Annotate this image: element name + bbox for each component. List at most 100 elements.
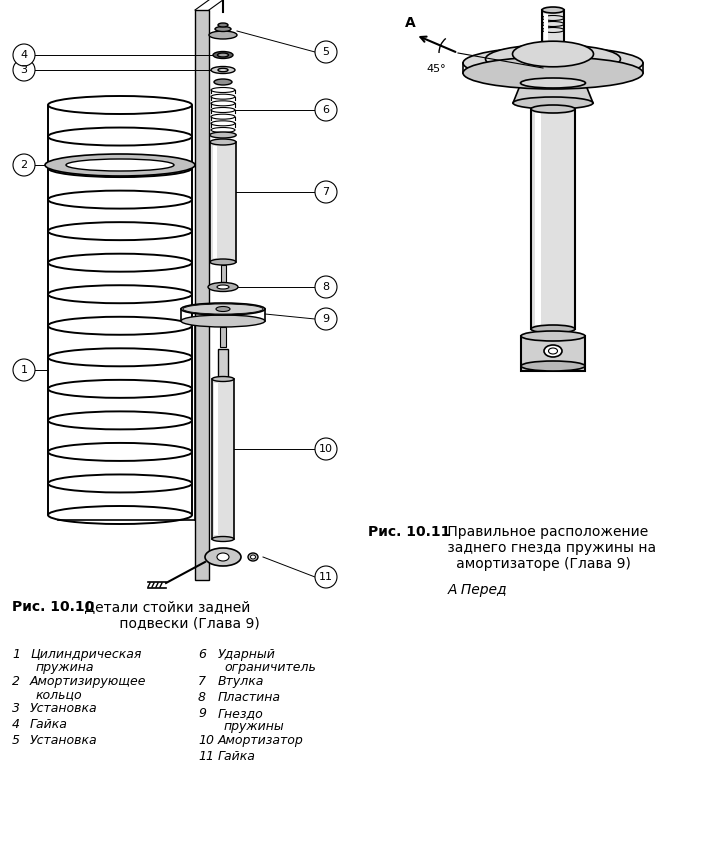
Circle shape — [13, 154, 35, 176]
Bar — [218, 349, 228, 379]
Text: 7: 7 — [323, 187, 330, 197]
Ellipse shape — [521, 361, 585, 371]
Ellipse shape — [209, 31, 237, 39]
Ellipse shape — [513, 41, 593, 67]
Text: 5: 5 — [323, 47, 330, 57]
Text: Ударный: Ударный — [218, 648, 276, 661]
Ellipse shape — [531, 105, 575, 113]
Ellipse shape — [210, 139, 236, 145]
Ellipse shape — [208, 283, 238, 291]
Ellipse shape — [463, 47, 643, 79]
Ellipse shape — [210, 132, 236, 138]
Circle shape — [315, 308, 337, 330]
Text: 10: 10 — [319, 444, 333, 454]
Text: 9: 9 — [198, 707, 206, 720]
Ellipse shape — [205, 548, 241, 566]
Ellipse shape — [549, 348, 557, 354]
Text: 9: 9 — [323, 314, 330, 324]
Ellipse shape — [181, 303, 265, 315]
Ellipse shape — [217, 553, 229, 561]
Ellipse shape — [251, 555, 256, 559]
Text: 5: 5 — [12, 734, 20, 747]
Text: 3: 3 — [12, 702, 20, 715]
Ellipse shape — [542, 7, 564, 13]
Ellipse shape — [217, 285, 229, 289]
Circle shape — [315, 41, 337, 63]
Text: 4: 4 — [12, 718, 20, 731]
Text: 2: 2 — [12, 675, 20, 688]
Circle shape — [315, 181, 337, 203]
Ellipse shape — [485, 45, 621, 73]
Text: 11: 11 — [319, 572, 333, 582]
Ellipse shape — [214, 79, 232, 85]
Text: А Перед: А Перед — [448, 583, 508, 597]
Text: 1: 1 — [20, 365, 27, 375]
Bar — [213, 146, 217, 258]
Text: Амортизатор: Амортизатор — [218, 734, 304, 747]
Text: 3: 3 — [20, 65, 27, 75]
Text: 10: 10 — [198, 734, 214, 747]
Text: Гнездо: Гнездо — [218, 707, 264, 720]
Bar — [214, 383, 218, 535]
Ellipse shape — [217, 53, 228, 57]
Ellipse shape — [248, 553, 258, 561]
Bar — [535, 113, 541, 325]
Bar — [212, 379, 234, 539]
Text: Рис. 10.10: Рис. 10.10 — [12, 600, 94, 614]
Text: Установка: Установка — [30, 734, 98, 747]
Text: Установка: Установка — [30, 702, 98, 715]
Circle shape — [13, 44, 35, 66]
Text: ограничитель: ограничитель — [224, 661, 316, 674]
Text: 7: 7 — [198, 675, 206, 688]
Text: Рис. 10.11: Рис. 10.11 — [368, 525, 451, 539]
Bar — [221, 265, 226, 283]
Text: 6: 6 — [198, 648, 206, 661]
Bar — [542, 10, 564, 60]
Ellipse shape — [66, 159, 174, 171]
Bar — [220, 327, 226, 347]
Ellipse shape — [213, 51, 233, 58]
Text: 45°: 45° — [426, 64, 446, 74]
Circle shape — [315, 99, 337, 121]
Ellipse shape — [215, 26, 231, 31]
Text: 8: 8 — [198, 691, 206, 704]
Text: A: A — [405, 16, 416, 30]
Ellipse shape — [521, 78, 585, 88]
Text: 4: 4 — [20, 50, 27, 60]
Text: Гайка: Гайка — [218, 750, 256, 763]
Text: пружины: пружины — [224, 720, 284, 733]
Text: Детали стойки задней
         подвески (Глава 9): Детали стойки задней подвески (Глава 9) — [80, 600, 260, 630]
Ellipse shape — [521, 331, 585, 341]
Ellipse shape — [218, 68, 228, 72]
Ellipse shape — [181, 315, 265, 327]
Text: 11: 11 — [198, 750, 214, 763]
Ellipse shape — [216, 306, 230, 311]
Text: Цилиндрическая: Цилиндрическая — [30, 648, 141, 661]
Circle shape — [315, 438, 337, 460]
Ellipse shape — [463, 57, 643, 89]
Text: 2: 2 — [20, 160, 27, 170]
Text: 6: 6 — [323, 105, 330, 115]
Ellipse shape — [212, 537, 234, 542]
Bar — [521, 336, 585, 371]
Circle shape — [13, 359, 35, 381]
Text: пружина: пружина — [36, 661, 94, 674]
Text: 8: 8 — [323, 282, 330, 292]
Bar — [195, 10, 209, 580]
Ellipse shape — [513, 97, 593, 109]
Ellipse shape — [211, 67, 235, 73]
Bar — [544, 14, 548, 56]
Text: Гайка: Гайка — [30, 718, 68, 731]
Text: Амортизирующее: Амортизирующее — [30, 675, 146, 688]
Text: Втулка: Втулка — [218, 675, 264, 688]
Circle shape — [315, 566, 337, 588]
Ellipse shape — [218, 23, 228, 27]
Bar — [531, 109, 575, 329]
Text: Пластина: Пластина — [218, 691, 281, 704]
Ellipse shape — [544, 345, 562, 357]
Text: Правильное расположение
 заднего гнезда пружины на
   амортизаторе (Глава 9): Правильное расположение заднего гнезда п… — [443, 525, 656, 571]
Circle shape — [315, 276, 337, 298]
Circle shape — [13, 59, 35, 81]
Ellipse shape — [212, 376, 234, 381]
Ellipse shape — [210, 259, 236, 265]
